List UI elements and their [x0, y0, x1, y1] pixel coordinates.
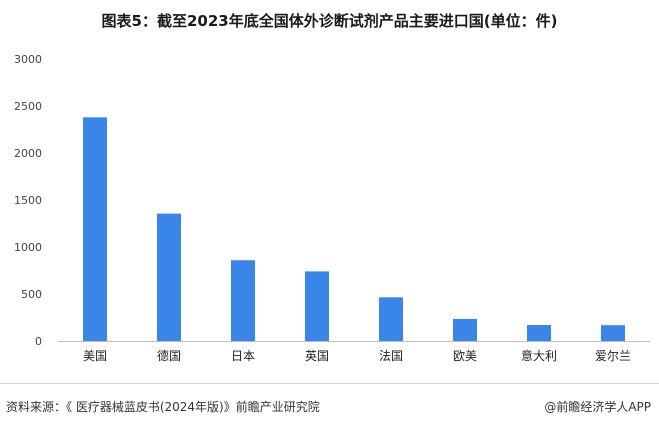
category-label: 日本: [231, 349, 255, 363]
credit-note: @前瞻经济学人APP: [544, 400, 651, 414]
y-tick-label: 2000: [14, 147, 42, 160]
category-label: 欧美: [453, 349, 477, 363]
category-label: 法国: [379, 349, 403, 363]
bar: [453, 318, 477, 341]
y-tick-label: 2500: [14, 100, 42, 113]
bar: [231, 260, 255, 341]
y-tick-label: 500: [21, 288, 42, 301]
bar: [601, 325, 625, 341]
category-label: 德国: [157, 348, 181, 363]
bar: [379, 297, 403, 341]
footer-divider: [0, 383, 659, 384]
y-tick-label: 3000: [14, 53, 42, 66]
bar: [305, 271, 329, 341]
source-note: 资料来源：《 医疗器械蓝皮书(2024年版)》前瞻产业研究院: [6, 400, 320, 414]
y-tick-label: 1000: [14, 241, 42, 254]
y-tick-label: 1500: [14, 194, 42, 207]
category-label: 美国: [83, 349, 107, 363]
category-label: 意大利: [521, 348, 557, 363]
category-label: 英国: [305, 349, 329, 363]
bar: [157, 213, 181, 341]
category-labels: 美国 德国 日本 英国 法国 欧美 意大利 爱尔兰: [83, 348, 631, 363]
y-axis-ticks: 0 500 1000 1500 2000 2500 3000: [14, 53, 42, 348]
bar: [83, 117, 107, 341]
chart-title: 图表5：截至2023年底全国体外诊断试剂产品主要进口国(单位：件): [101, 12, 558, 30]
category-label: 爱尔兰: [595, 348, 631, 363]
y-tick-label: 0: [35, 335, 42, 348]
bars: [83, 117, 625, 341]
bar: [527, 325, 551, 341]
